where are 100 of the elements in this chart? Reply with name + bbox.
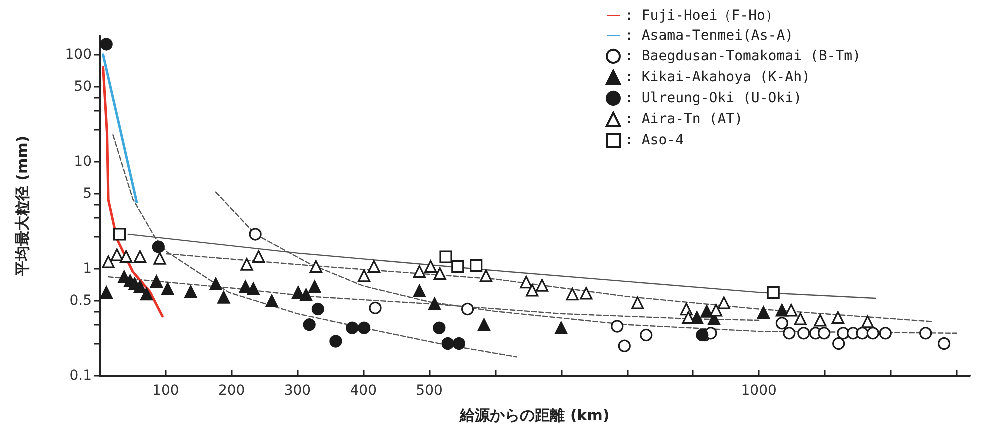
point xyxy=(536,279,549,292)
point xyxy=(814,314,827,327)
point xyxy=(618,340,631,352)
legend-label: : Aira-Tn (AT) xyxy=(624,112,744,128)
point xyxy=(783,327,796,340)
point xyxy=(470,260,483,272)
y-axis-title: 平均最大粒径 (mm) xyxy=(14,136,32,278)
point xyxy=(757,306,770,320)
point xyxy=(358,322,371,334)
point xyxy=(424,260,438,273)
legend-label: : Ulreung-Oki (U-Oki) xyxy=(624,90,802,106)
point xyxy=(434,268,446,280)
point xyxy=(767,286,780,299)
point xyxy=(247,282,260,296)
x-tick-label: 100 xyxy=(152,383,180,399)
point xyxy=(452,337,466,350)
point xyxy=(113,228,126,241)
point xyxy=(856,327,869,340)
legend-label: : Fuji-Hoei（F-Ho） xyxy=(624,8,780,24)
point xyxy=(526,284,539,297)
point xyxy=(303,318,316,332)
point xyxy=(718,296,730,310)
point xyxy=(794,312,807,326)
point xyxy=(252,250,266,264)
legend-label: : Kikai-Akahoya (K-Ah) xyxy=(624,70,810,86)
point xyxy=(452,260,464,273)
legend-label: : Asama-Tenmei(As-A) xyxy=(624,28,794,44)
point xyxy=(413,266,426,278)
point xyxy=(154,252,166,265)
point xyxy=(566,288,579,301)
point xyxy=(312,302,324,316)
point xyxy=(938,337,951,350)
point xyxy=(555,322,568,334)
point xyxy=(413,284,426,298)
point xyxy=(785,304,798,317)
y-tick-label: 10 xyxy=(74,154,92,170)
x-tick-label: 400 xyxy=(350,383,378,399)
point xyxy=(368,260,380,273)
y-tick-label: 1 xyxy=(83,260,92,277)
point xyxy=(308,280,322,294)
point xyxy=(832,337,846,350)
y-tick-label: 0.1 xyxy=(70,368,92,384)
point xyxy=(866,327,880,340)
point xyxy=(478,318,491,332)
point xyxy=(150,275,163,288)
point xyxy=(428,298,442,310)
point xyxy=(240,258,254,271)
point xyxy=(100,286,113,299)
point xyxy=(710,304,723,317)
point xyxy=(776,304,788,317)
point xyxy=(346,322,359,334)
y-tick-label: 0.5 xyxy=(70,293,92,310)
y-tick-label: 100 xyxy=(65,46,92,63)
point xyxy=(369,302,382,314)
point xyxy=(140,288,154,301)
x-axis-title: 給源からの距離 (km) xyxy=(459,406,610,424)
point xyxy=(300,288,313,302)
point xyxy=(696,329,709,342)
point xyxy=(249,228,262,241)
point xyxy=(611,320,624,333)
point xyxy=(442,337,454,350)
point xyxy=(102,256,115,268)
y-tick-label: 50 xyxy=(74,79,92,96)
point xyxy=(218,291,230,304)
point xyxy=(520,276,533,289)
point xyxy=(461,302,474,316)
point xyxy=(134,280,147,294)
point xyxy=(266,294,278,308)
point xyxy=(120,250,133,264)
line-series xyxy=(102,66,164,318)
point xyxy=(862,316,874,328)
legend-label: : Aso-4 xyxy=(624,132,684,148)
point xyxy=(580,287,593,300)
point xyxy=(210,278,222,291)
point xyxy=(440,250,452,264)
point xyxy=(480,270,493,282)
point xyxy=(162,282,174,296)
point xyxy=(798,327,810,340)
point xyxy=(152,240,165,254)
point xyxy=(832,311,844,324)
point xyxy=(818,327,831,340)
point xyxy=(184,286,198,298)
point xyxy=(100,38,113,51)
point xyxy=(700,305,714,318)
x-tick-label: 1000 xyxy=(741,383,777,399)
point xyxy=(879,327,892,340)
point xyxy=(358,270,371,282)
x-tick-label: 300 xyxy=(284,383,312,399)
point xyxy=(776,317,788,330)
point xyxy=(640,329,653,342)
point xyxy=(330,335,342,348)
point xyxy=(310,260,322,273)
point xyxy=(632,296,644,310)
x-tick-label: 200 xyxy=(218,383,246,399)
legend-label: : Baegdusan-Tomakomai (B-Tm) xyxy=(624,48,862,64)
y-tick-label: 5 xyxy=(83,186,92,202)
point xyxy=(920,327,932,340)
x-tick-label: 500 xyxy=(416,383,443,399)
point xyxy=(433,322,446,334)
point xyxy=(134,250,147,264)
